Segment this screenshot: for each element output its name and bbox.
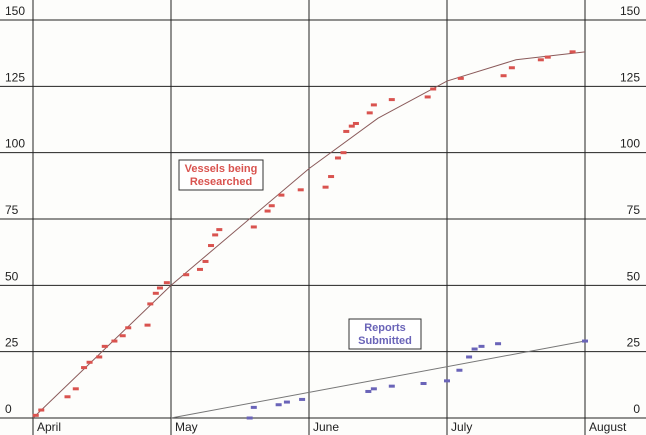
x-tick-label: May xyxy=(175,420,198,434)
data-point xyxy=(370,387,377,391)
data-point xyxy=(208,244,215,248)
x-tick-label: April xyxy=(37,420,61,434)
data-point xyxy=(125,326,132,330)
data-point xyxy=(420,382,427,386)
data-point xyxy=(388,384,395,388)
data-point xyxy=(152,291,159,295)
data-point xyxy=(283,400,290,404)
series-label-text: Vessels being xyxy=(185,163,258,175)
data-point xyxy=(582,339,588,343)
y-tick-label-right: 0 xyxy=(633,402,640,416)
data-point xyxy=(111,339,118,343)
y-tick-label-right: 100 xyxy=(620,137,640,151)
data-point xyxy=(322,185,329,189)
data-point xyxy=(32,413,39,417)
data-point xyxy=(430,87,437,91)
data-point xyxy=(250,405,257,409)
data-point xyxy=(478,344,485,348)
y-tick-label-left: 50 xyxy=(5,269,19,283)
data-point xyxy=(278,193,285,197)
data-point xyxy=(340,151,347,155)
data-point xyxy=(38,408,45,412)
data-point xyxy=(216,228,223,232)
data-point xyxy=(495,342,502,346)
data-point xyxy=(144,323,151,327)
series-label-text: Reports xyxy=(364,322,406,334)
data-point xyxy=(365,389,372,393)
data-point xyxy=(500,74,507,78)
data-point xyxy=(334,156,341,160)
x-tick-label: July xyxy=(451,420,472,434)
data-point xyxy=(508,66,515,70)
data-point xyxy=(471,347,478,351)
data-point xyxy=(366,111,373,115)
tick-labels: 0 0 25 25 50 50 75 75 100 100 125 125 150 150 April May… xyxy=(5,4,640,434)
data-point xyxy=(163,281,170,285)
data-point xyxy=(343,129,350,133)
data-point xyxy=(297,188,304,192)
data-point xyxy=(264,209,271,213)
series-label-text: Researched xyxy=(190,176,252,188)
data-point xyxy=(86,360,93,364)
data-point xyxy=(81,366,88,370)
y-tick-label-left: 100 xyxy=(5,137,25,151)
y-tick-label-left: 25 xyxy=(5,336,19,350)
data-point xyxy=(328,175,335,179)
y-tick-label-left: 150 xyxy=(5,4,25,18)
data-point xyxy=(456,368,463,372)
data-point xyxy=(147,302,154,306)
data-point xyxy=(348,124,355,128)
data-point xyxy=(299,397,306,401)
data-point xyxy=(569,50,576,54)
x-tick-label: August xyxy=(589,420,627,434)
data-point xyxy=(96,355,103,359)
series-label-text: Submitted xyxy=(358,335,412,347)
y-tick-label-left: 75 xyxy=(5,203,19,217)
data-point xyxy=(457,76,464,80)
data-point xyxy=(424,95,431,99)
data-point xyxy=(101,344,108,348)
trend-lines xyxy=(32,51,586,419)
y-tick-label-right: 25 xyxy=(627,336,641,350)
y-tick-label-right: 50 xyxy=(627,269,641,283)
data-point xyxy=(250,225,257,229)
data-point xyxy=(275,403,282,407)
data-point xyxy=(64,395,71,399)
data-point xyxy=(202,259,209,263)
trend-line xyxy=(32,51,586,419)
data-point xyxy=(212,233,219,237)
y-tick-label-right: 125 xyxy=(620,70,640,84)
data-point xyxy=(246,416,253,420)
x-tick-label: June xyxy=(313,420,339,434)
y-tick-label-left: 0 xyxy=(5,402,12,416)
data-point xyxy=(156,286,163,290)
data-point xyxy=(388,98,395,102)
data-point xyxy=(183,273,190,277)
data-point xyxy=(537,58,544,62)
y-tick-label-left: 125 xyxy=(5,70,25,84)
data-points xyxy=(32,50,588,420)
data-point xyxy=(119,334,126,338)
data-point xyxy=(466,355,473,359)
data-point xyxy=(352,121,359,125)
trend-line xyxy=(170,340,586,419)
data-point xyxy=(72,387,79,391)
data-point xyxy=(268,204,275,208)
y-tick-label-right: 75 xyxy=(627,203,641,217)
data-point xyxy=(370,103,377,107)
data-point xyxy=(444,379,450,383)
data-point xyxy=(196,267,203,271)
data-point xyxy=(544,55,551,59)
y-tick-label-right: 150 xyxy=(620,4,640,18)
